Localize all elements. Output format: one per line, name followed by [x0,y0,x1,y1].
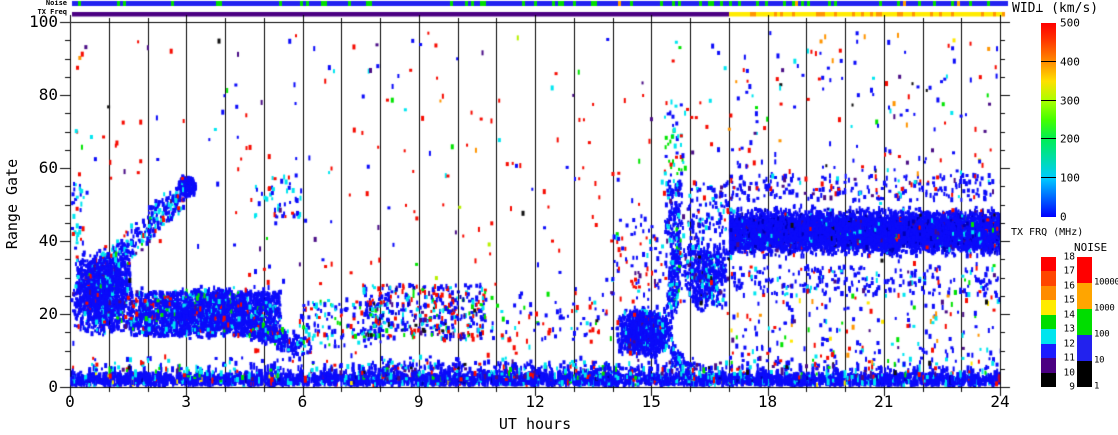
txfrq-tick-label: 11 [1063,352,1075,364]
wid-colorbar-divider [1041,60,1056,62]
x-tick-label: 6 [297,392,308,411]
y-tick-label: 40 [38,231,58,250]
wid-tick-label: 500 [1060,16,1080,30]
noise-colorbar-segment [1077,361,1092,387]
noise-colorbar-title: NOISE [1074,241,1108,254]
wid-tick-label: 400 [1060,55,1080,69]
noise-colorbar-segment [1077,309,1092,335]
txfrq-tick-label: 16 [1063,280,1075,292]
y-tick-label: 60 [38,158,58,177]
noise-tick-label: 1 [1094,381,1100,392]
wid-tick-label: 200 [1060,132,1080,146]
txfrq-tick-label: 17 [1063,265,1075,277]
txfrq-tick-label: 10 [1063,366,1075,378]
wid-colorbar-divider [1041,177,1056,179]
x-tick-label: 24 [990,392,1010,411]
x-tick-label: 9 [413,392,424,411]
x-tick-label: 21 [874,392,894,411]
txfrq-tick-label: 18 [1063,251,1075,263]
wid-colorbar [1041,23,1056,217]
noise-tick-label: 10 [1094,355,1105,366]
x-tick-label: 12 [525,392,545,411]
noise-tick-label: 100 [1094,329,1110,340]
wid-tick-label: 300 [1060,94,1080,108]
txfrq-colorbar-segment [1041,358,1056,373]
txfreq-strip-label: TX Freq [37,8,67,16]
txfrq-colorbar-segment [1041,300,1056,315]
wid-colorbar-divider [1041,138,1056,140]
noise-colorbar-segment [1077,257,1092,283]
y-tick-label: 20 [38,304,58,323]
noise-tick-label: 1000 [1094,303,1115,314]
noise-colorbar [1077,257,1092,387]
y-tick-label: 100 [29,12,58,31]
noise-colorbar-segment [1077,283,1092,309]
x-tick-label: 18 [757,392,778,411]
noise-colorbar-segment [1077,335,1092,361]
x-tick-label: 0 [65,392,75,411]
x-tick-label: 3 [181,392,192,411]
x-axis-title: UT hours [498,415,572,433]
txfrq-tick-label: 14 [1063,309,1075,321]
noise-tick-label: 10000 [1094,277,1118,288]
txfrq-tick-label: 12 [1063,337,1075,349]
txfrq-tick-label: 13 [1063,323,1075,335]
txfrq-tick-label: 15 [1063,294,1075,306]
noise-strip-label: Noise [45,0,67,7]
txfrq-colorbar-segment [1041,329,1056,344]
txfrq-colorbar-segment [1041,343,1056,359]
wid-tick-label: 100 [1060,171,1080,185]
txfrq-colorbar [1041,257,1056,387]
y-tick-label: 80 [38,85,58,104]
wid-tick-label: 0 [1060,210,1067,224]
txfrq-colorbar-segment [1041,285,1056,301]
txfrq-tick-label: 9 [1069,381,1075,393]
txfrq-colorbar-title: TX FRQ (MHz) [1011,227,1084,238]
txfrq-colorbar-segment [1041,372,1056,387]
txfrq-colorbar-segment [1041,257,1056,272]
txfrq-colorbar-segment [1041,271,1056,286]
y-tick-label: 0 [48,377,58,396]
x-tick-label: 15 [641,392,661,411]
wid-colorbar-title: WID⊥ (km/s) [1012,1,1099,16]
wid-colorbar-divider [1041,99,1056,101]
txfrq-colorbar-segment [1041,314,1056,330]
